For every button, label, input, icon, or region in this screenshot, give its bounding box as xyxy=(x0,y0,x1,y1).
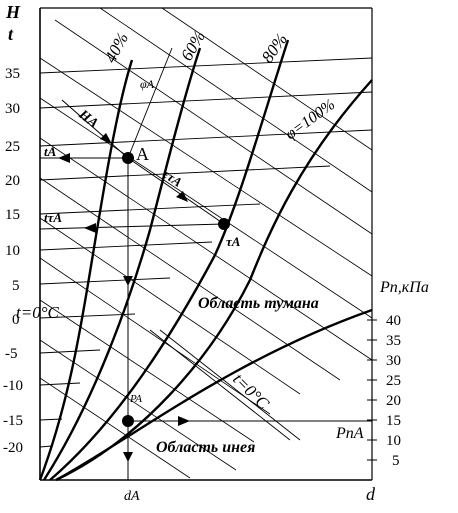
enthalpy-lines xyxy=(39,7,373,479)
partial-pressure-curve xyxy=(55,308,373,482)
label-isotherm-left: t=0°C xyxy=(16,303,59,322)
isotherm-35 xyxy=(39,57,373,74)
point-PA xyxy=(122,415,134,427)
ytick-m15: -15 xyxy=(3,413,23,429)
label-PA: PA xyxy=(129,393,142,405)
ttA-arrow xyxy=(84,223,96,233)
axis-label-Pp: Pп,кПа xyxy=(379,279,429,296)
enthalpy-line-2 xyxy=(99,7,373,193)
ytick-m20: -20 xyxy=(3,440,23,456)
enthalpy-line-5 xyxy=(39,97,373,319)
ptick-label-10: 10 xyxy=(386,433,401,449)
ttA-line xyxy=(39,223,225,230)
ytick-m10: -10 xyxy=(3,378,23,394)
pressure-ticks xyxy=(367,319,377,461)
ptick-label-30: 30 xyxy=(386,353,401,369)
axis-label-H: H xyxy=(5,2,21,22)
isotherm-5 xyxy=(39,277,171,285)
label-ttA: tτA xyxy=(44,210,62,225)
ytick-m5: -5 xyxy=(5,346,18,362)
enthalpy-line-1 xyxy=(161,7,373,151)
label-epsTA: ετA xyxy=(160,166,185,190)
isotherm-m10 xyxy=(39,382,81,386)
label-isotherm-right: t=0°C xyxy=(229,369,273,413)
point-A xyxy=(122,152,134,164)
point-tauA xyxy=(218,218,230,230)
label-HA: HA xyxy=(75,107,101,132)
phi-40-curve xyxy=(38,59,134,481)
isotherm-zero-extension xyxy=(149,329,291,441)
label-tA: tA xyxy=(44,144,57,159)
PA-arrow xyxy=(178,416,190,426)
HA-arrow xyxy=(100,133,112,144)
label-phiA: φA xyxy=(140,77,155,91)
isotherm-30 xyxy=(39,91,373,109)
arrow-down-2 xyxy=(123,452,133,462)
ptick-label-35: 35 xyxy=(386,333,401,349)
ytick-35: 35 xyxy=(5,66,20,82)
ytick-0: 0 xyxy=(12,312,20,328)
label-phi-40: 40% xyxy=(101,29,132,65)
enthalpy-line-6 xyxy=(39,137,373,361)
tA-arrow xyxy=(58,153,70,163)
HA-line xyxy=(61,99,129,159)
ptick-label-40: 40 xyxy=(386,313,401,329)
ptick-label-25: 25 xyxy=(386,373,401,389)
phi-80-curve xyxy=(49,39,290,481)
isotherm-0 xyxy=(39,313,136,319)
label-point-A: A xyxy=(136,144,149,164)
ptick-label-20: 20 xyxy=(386,393,401,409)
isotherm-15 xyxy=(39,203,261,215)
enthalpy-line-12 xyxy=(39,377,191,479)
isotherm-m15 xyxy=(39,418,63,421)
label-tauA: τA xyxy=(226,234,241,249)
label-phi-100: φ=100% xyxy=(282,96,338,143)
enthalpy-line-7 xyxy=(39,177,341,381)
ytick-30: 30 xyxy=(5,101,20,117)
ptick-label-15: 15 xyxy=(386,413,401,429)
arrow-down-1 xyxy=(123,276,133,286)
axis-label-d: d xyxy=(366,484,376,504)
label-phi-60: 60% xyxy=(177,28,209,64)
axis-label-t: t xyxy=(8,24,14,44)
A-to-tauA xyxy=(127,157,225,225)
epsTA-arrow xyxy=(176,191,188,202)
ytick-20: 20 xyxy=(5,173,20,189)
label-fog-region: Область тумана xyxy=(198,295,319,312)
axis-label-dA: dA xyxy=(124,489,140,504)
ptick-label-5: 5 xyxy=(392,453,400,469)
enthalpy-line-4 xyxy=(39,57,373,277)
isotherm-10 xyxy=(39,241,213,251)
isotherm-25 xyxy=(39,129,373,147)
isotherm-zero-extension-2 xyxy=(159,329,301,441)
isotherm-m5 xyxy=(39,349,101,354)
label-frost-region: Область инея xyxy=(156,439,255,456)
enthalpy-line-3 xyxy=(54,19,373,235)
phi-60-curve xyxy=(42,47,202,481)
ytick-10: 10 xyxy=(5,243,20,259)
ytick-15: 15 xyxy=(5,207,20,223)
enthalpy-line-8 xyxy=(39,217,301,395)
ytick-5: 5 xyxy=(12,278,20,294)
label-PpA: PпA xyxy=(335,425,364,442)
isotherm-m20 xyxy=(39,445,53,448)
ytick-25: 25 xyxy=(5,139,20,155)
enthalpy-line-9 xyxy=(39,257,271,415)
isotherms xyxy=(39,57,373,448)
phiA-line xyxy=(127,47,173,159)
isotherm-20 xyxy=(39,165,331,181)
enthalpy-line-10 xyxy=(39,299,255,443)
